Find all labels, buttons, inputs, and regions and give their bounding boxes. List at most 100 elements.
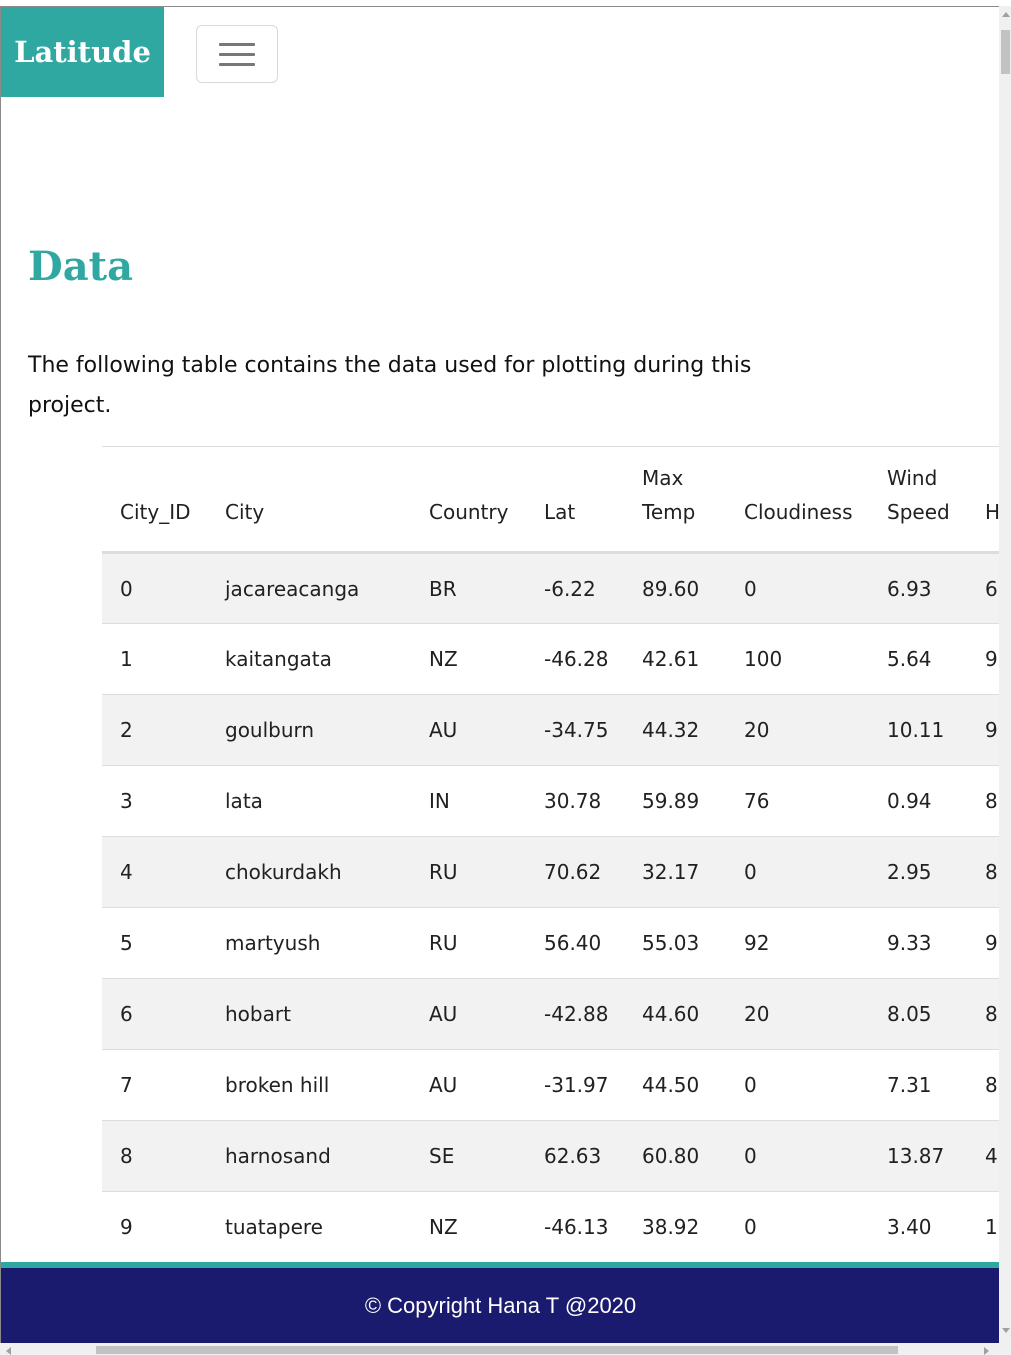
- table-row: 9 tuatapere NZ -46.13 38.92 0 3.40 1: [102, 1191, 999, 1262]
- header-label: Country: [429, 500, 509, 524]
- intro-text: The following table contains the data us…: [28, 353, 752, 418]
- cell-country: RU: [429, 836, 544, 908]
- cell-city: goulburn: [225, 694, 429, 766]
- cell-country: NZ: [429, 1191, 544, 1262]
- page-title: Data: [28, 243, 133, 290]
- cell-humidity: 9: [985, 694, 999, 766]
- cell-lat: -34.75: [544, 694, 642, 766]
- cell-max-temp: 44.60: [642, 978, 744, 1050]
- cell-cloudiness: 76: [744, 765, 887, 837]
- cell-city: jacareacanga: [225, 552, 429, 624]
- header-label: Wind Speed: [887, 466, 950, 524]
- cell-cloudiness: 100: [744, 623, 887, 695]
- vertical-scrollbar[interactable]: [999, 6, 1011, 1343]
- header-humidity: H: [985, 446, 999, 554]
- footer-accent-line: [1, 1262, 999, 1268]
- cell-humidity: 8: [985, 978, 999, 1050]
- scroll-up-icon[interactable]: [1002, 12, 1010, 17]
- cell-lat: 30.78: [544, 765, 642, 837]
- cell-max-temp: 32.17: [642, 836, 744, 908]
- cell-lat: 56.40: [544, 907, 642, 979]
- cell-city-id: 8: [102, 1120, 225, 1192]
- cell-country: AU: [429, 694, 544, 766]
- cell-city: harnosand: [225, 1120, 429, 1192]
- cell-max-temp: 60.80: [642, 1120, 744, 1192]
- cell-country: IN: [429, 765, 544, 837]
- cell-city: chokurdakh: [225, 836, 429, 908]
- cell-max-temp: 44.50: [642, 1049, 744, 1121]
- header-city-id: City_ID: [102, 446, 225, 554]
- cell-lat: -42.88: [544, 978, 642, 1050]
- header-country: Country: [429, 446, 544, 554]
- cell-city: martyush: [225, 907, 429, 979]
- scroll-down-icon[interactable]: [1002, 1328, 1010, 1333]
- header-label: Lat: [544, 500, 576, 524]
- table-row: 2 goulburn AU -34.75 44.32 20 10.11 9: [102, 694, 999, 766]
- cell-wind-speed: 13.87: [887, 1120, 985, 1192]
- table-row: 6 hobart AU -42.88 44.60 20 8.05 8: [102, 978, 999, 1050]
- cell-city-id: 6: [102, 978, 225, 1050]
- table-row: 1 kaitangata NZ -46.28 42.61 100 5.64 9: [102, 623, 999, 695]
- cell-country: RU: [429, 907, 544, 979]
- cell-country: BR: [429, 552, 544, 624]
- cell-city-id: 3: [102, 765, 225, 837]
- cell-max-temp: 55.03: [642, 907, 744, 979]
- table-header-row: City_ID City Country Lat Max Temp Cloudi…: [102, 446, 999, 554]
- cell-country: AU: [429, 1049, 544, 1121]
- cell-cloudiness: 0: [744, 1191, 887, 1262]
- table-row: 7 broken hill AU -31.97 44.50 0 7.31 8: [102, 1049, 999, 1121]
- cell-wind-speed: 5.64: [887, 623, 985, 695]
- cell-lat: -6.22: [544, 552, 642, 624]
- cell-humidity: 9: [985, 623, 999, 695]
- cell-humidity: 8: [985, 836, 999, 908]
- cell-city-id: 4: [102, 836, 225, 908]
- vertical-scrollbar-thumb[interactable]: [1001, 30, 1010, 74]
- cell-wind-speed: 10.11: [887, 694, 985, 766]
- cell-humidity: 8: [985, 1049, 999, 1121]
- header-label: H: [985, 500, 999, 524]
- cell-wind-speed: 6.93: [887, 552, 985, 624]
- cell-country: AU: [429, 978, 544, 1050]
- data-table-container[interactable]: City_ID City Country Lat Max Temp Cloudi…: [102, 446, 999, 1262]
- brand-logo[interactable]: Latitude: [1, 7, 164, 97]
- page-viewport: Latitude Data The following table contai…: [0, 6, 999, 1343]
- cell-cloudiness: 20: [744, 694, 887, 766]
- cell-wind-speed: 2.95: [887, 836, 985, 908]
- cell-lat: 62.63: [544, 1120, 642, 1192]
- header-cloudiness: Cloudiness: [744, 446, 887, 554]
- scroll-left-icon[interactable]: [6, 1347, 11, 1355]
- header-label: City_ID: [120, 500, 191, 524]
- cell-wind-speed: 3.40: [887, 1191, 985, 1262]
- cell-country: NZ: [429, 623, 544, 695]
- scroll-right-icon[interactable]: [984, 1347, 989, 1355]
- cell-cloudiness: 0: [744, 836, 887, 908]
- table-row: 0 jacareacanga BR -6.22 89.60 0 6.93 6: [102, 552, 999, 624]
- cell-city-id: 7: [102, 1049, 225, 1121]
- table-row: 8 harnosand SE 62.63 60.80 0 13.87 4: [102, 1120, 999, 1192]
- cell-max-temp: 42.61: [642, 623, 744, 695]
- footer: © Copyright Hana T @2020: [1, 1268, 999, 1343]
- header-max-temp: Max Temp: [642, 446, 744, 554]
- cell-country: SE: [429, 1120, 544, 1192]
- cell-wind-speed: 7.31: [887, 1049, 985, 1121]
- cell-cloudiness: 92: [744, 907, 887, 979]
- cell-humidity: 9: [985, 907, 999, 979]
- navbar-toggler-button[interactable]: [196, 25, 278, 83]
- header-lat: Lat: [544, 446, 642, 554]
- header-label: Cloudiness: [744, 500, 853, 524]
- cell-wind-speed: 9.33: [887, 907, 985, 979]
- cell-lat: 70.62: [544, 836, 642, 908]
- cell-cloudiness: 20: [744, 978, 887, 1050]
- cell-city-id: 1: [102, 623, 225, 695]
- cell-max-temp: 38.92: [642, 1191, 744, 1262]
- cell-lat: -46.13: [544, 1191, 642, 1262]
- table-row: 4 chokurdakh RU 70.62 32.17 0 2.95 8: [102, 836, 999, 908]
- header-wind-speed: Wind Speed: [887, 446, 985, 554]
- table-row: 5 martyush RU 56.40 55.03 92 9.33 9: [102, 907, 999, 979]
- cell-humidity: 1: [985, 1191, 999, 1262]
- cell-cloudiness: 0: [744, 1120, 887, 1192]
- cell-lat: -46.28: [544, 623, 642, 695]
- cell-lat: -31.97: [544, 1049, 642, 1121]
- cell-max-temp: 44.32: [642, 694, 744, 766]
- horizontal-scrollbar-thumb[interactable]: [96, 1346, 898, 1354]
